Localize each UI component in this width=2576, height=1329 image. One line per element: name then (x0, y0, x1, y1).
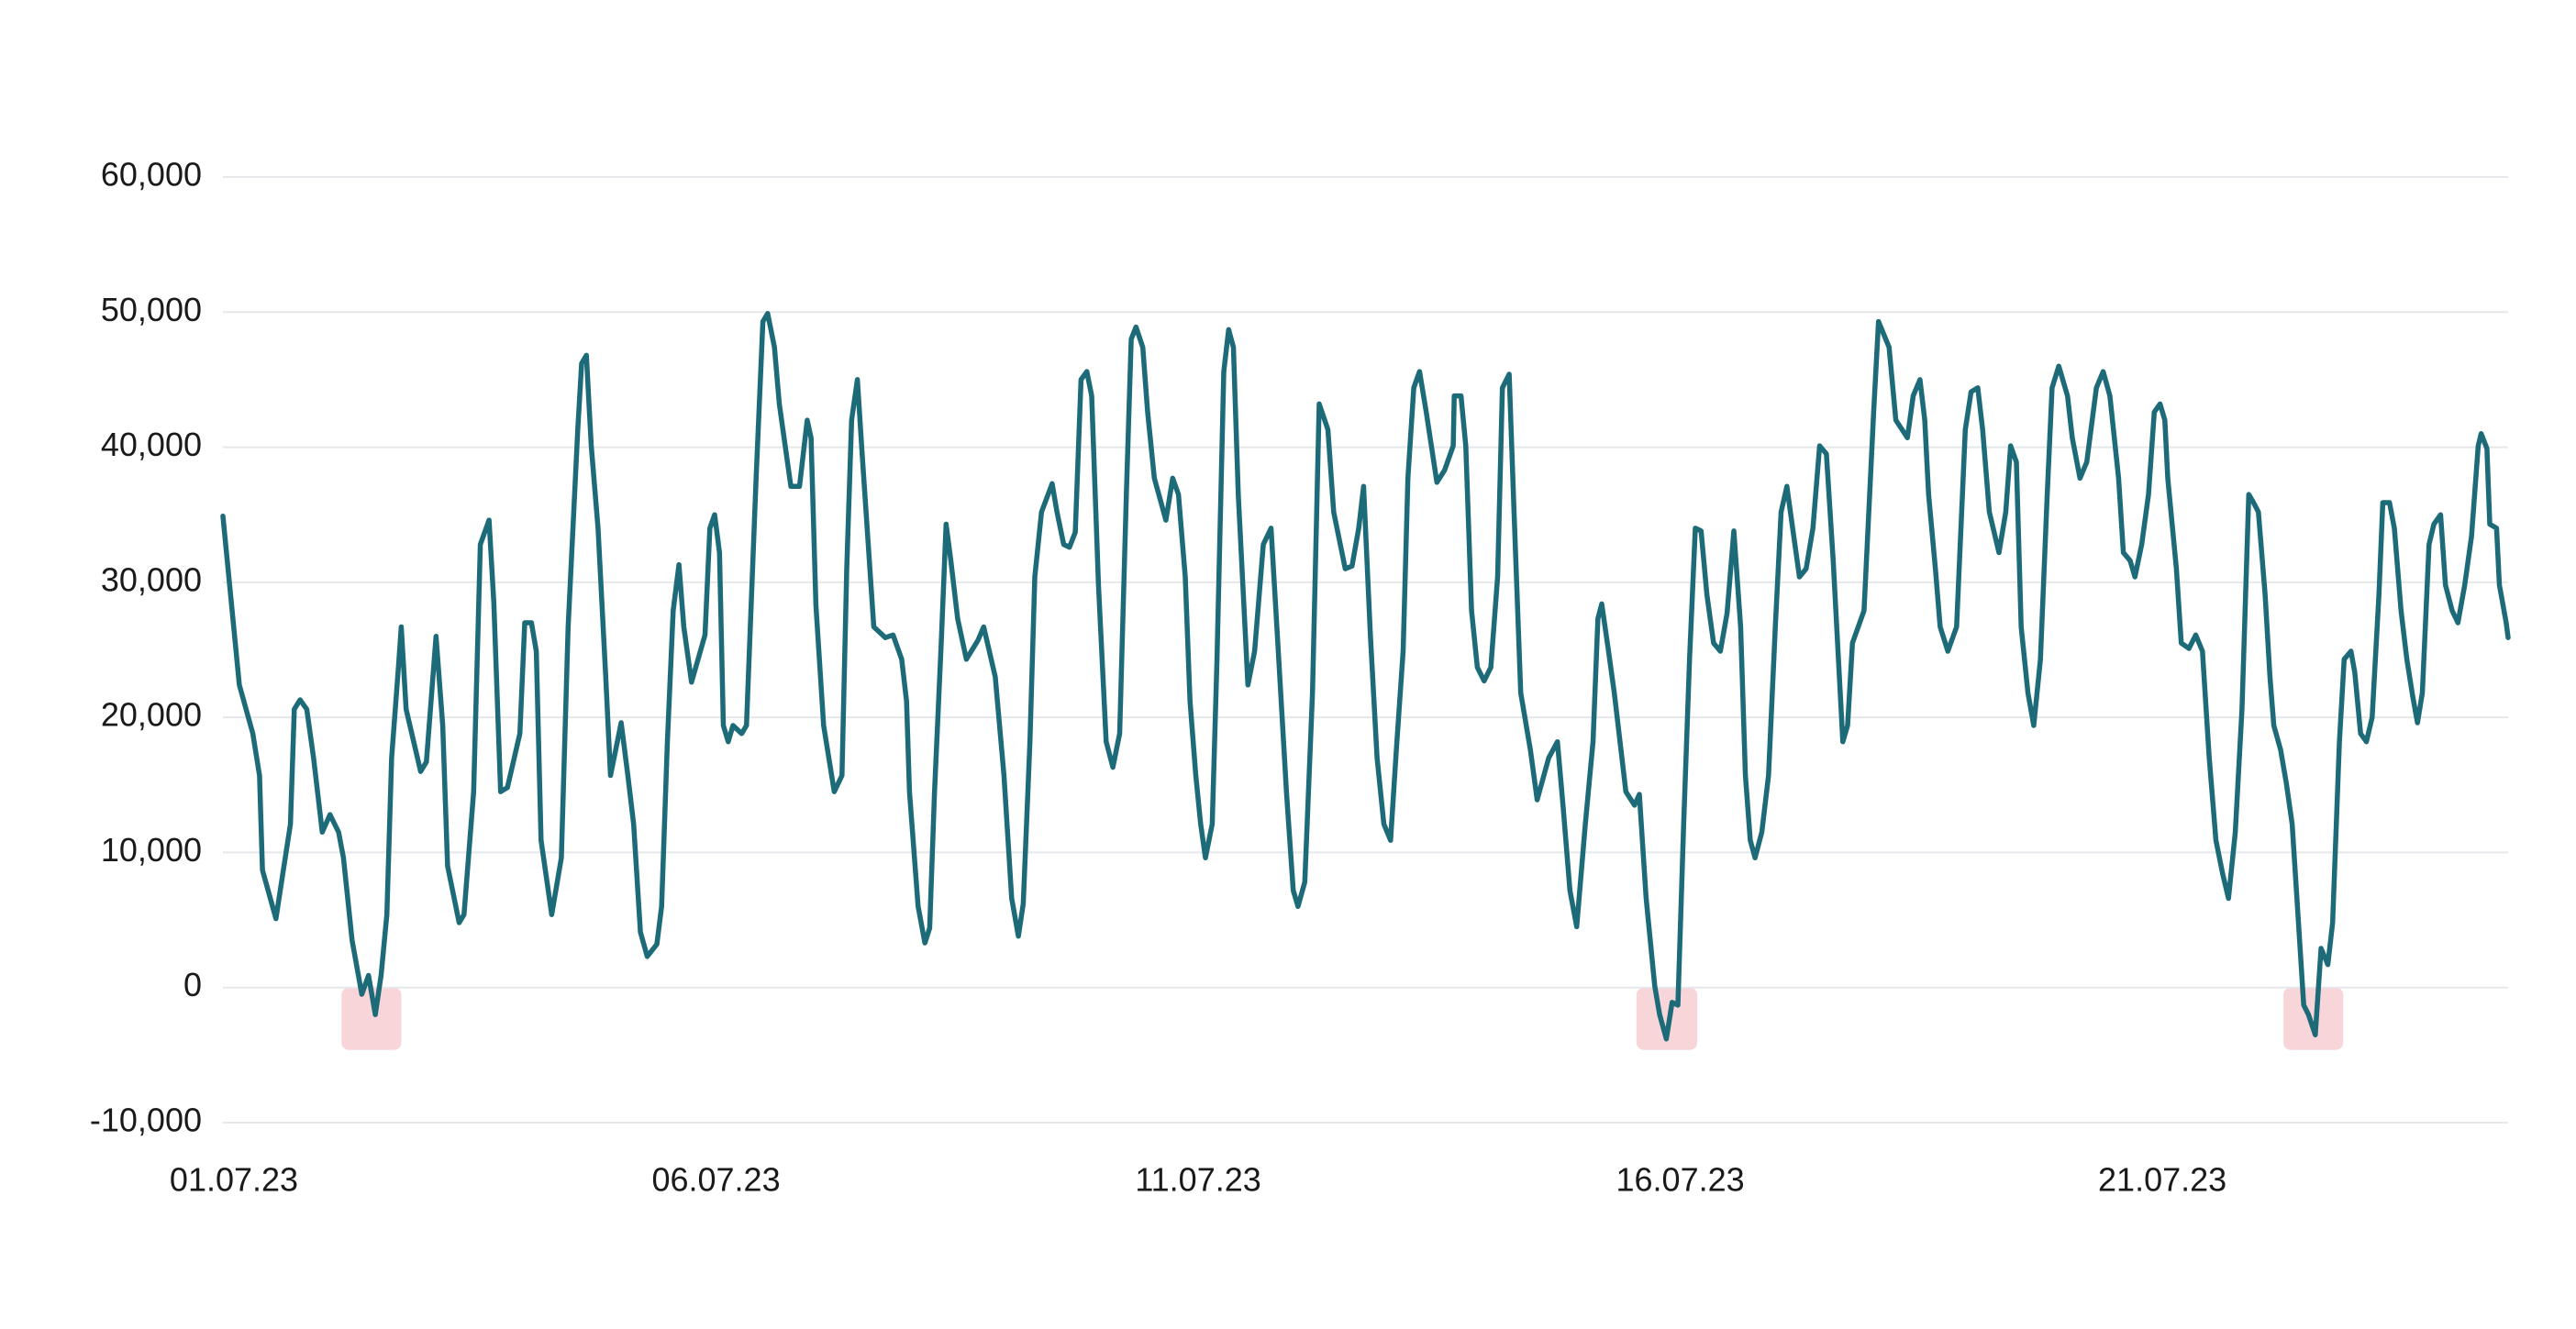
x-tick-label: 06.07.23 (651, 1161, 780, 1199)
x-tick-label: 11.07.23 (1135, 1161, 1260, 1199)
highlight-region (341, 987, 402, 1050)
data-line (220, 311, 2511, 1042)
x-tick-label: 01.07.23 (170, 1161, 298, 1199)
y-tick-label: 40,000 (101, 426, 202, 463)
highlight-region (1636, 987, 1698, 1050)
y-tick-label: 20,000 (101, 696, 202, 734)
y-tick-label: -10,000 (90, 1102, 202, 1139)
x-tick-label: 16.07.23 (1616, 1161, 1745, 1199)
y-tick-label: 30,000 (101, 560, 202, 598)
highlight-region (2283, 987, 2344, 1050)
y-tick-label: 50,000 (101, 291, 202, 328)
x-tick-label: 21.07.23 (2098, 1161, 2226, 1199)
y-tick-label: 0 (183, 966, 202, 1003)
y-tick-label: 10,000 (101, 831, 202, 869)
y-tick-label: 60,000 (101, 156, 202, 194)
